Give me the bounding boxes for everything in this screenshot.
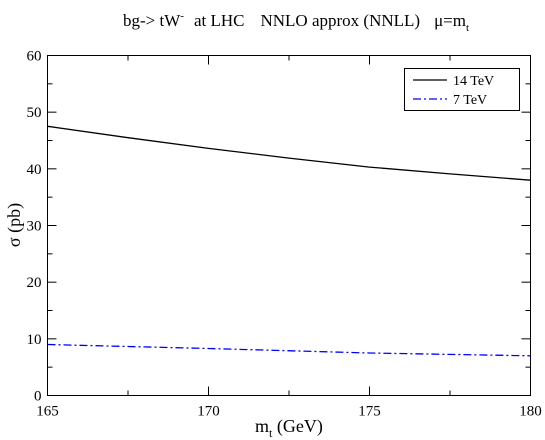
- y-tick-label: 30: [27, 219, 42, 235]
- title-order: NNLO approx (NNLL): [260, 11, 420, 30]
- y-axis-label: σ (pb): [4, 203, 25, 247]
- legend: 14 TeV 7 TeV: [404, 68, 520, 111]
- y-tick-label: 10: [27, 332, 42, 348]
- series-line-7-tev: [47, 343, 531, 357]
- legend-label-7tev: 7 TeV: [453, 93, 487, 108]
- series-layer: [47, 125, 531, 357]
- x-tick-label: 180: [519, 404, 542, 420]
- x-tick-label: 165: [36, 404, 59, 420]
- y-tick-label: 0: [34, 389, 42, 405]
- title-scale-sub: t: [466, 22, 469, 34]
- x-label-rest: (GeV): [272, 416, 322, 437]
- legend-label-14tev: 14 TeV: [453, 74, 494, 89]
- title-collider: at LHC: [194, 11, 245, 30]
- y-tick-label: 20: [27, 275, 42, 291]
- y-tick-label: 40: [27, 162, 42, 178]
- x-axis-ticks: 165 170 175 180: [36, 55, 542, 420]
- x-label-main: m: [255, 416, 269, 436]
- y-tick-label: 60: [27, 49, 42, 65]
- series-line-14-tev: [47, 125, 531, 181]
- y-tick-label: 50: [27, 105, 42, 121]
- x-tick-label: 175: [358, 404, 381, 420]
- chart-title: bg-> tW-at LHC NNLO approx (NNLL) μ=mt: [123, 10, 469, 34]
- title-process-sup: -: [180, 10, 184, 22]
- x-label-sub: t: [269, 426, 273, 440]
- x-axis-label: mt (GeV): [255, 416, 323, 440]
- x-tick-label: 170: [197, 404, 220, 420]
- title-process: bg-> tW: [123, 11, 181, 30]
- legend-box: [404, 68, 520, 111]
- title-scale: μ=m: [434, 11, 466, 30]
- y-axis-ticks: 0 10 20 30 40 50 60: [27, 49, 531, 405]
